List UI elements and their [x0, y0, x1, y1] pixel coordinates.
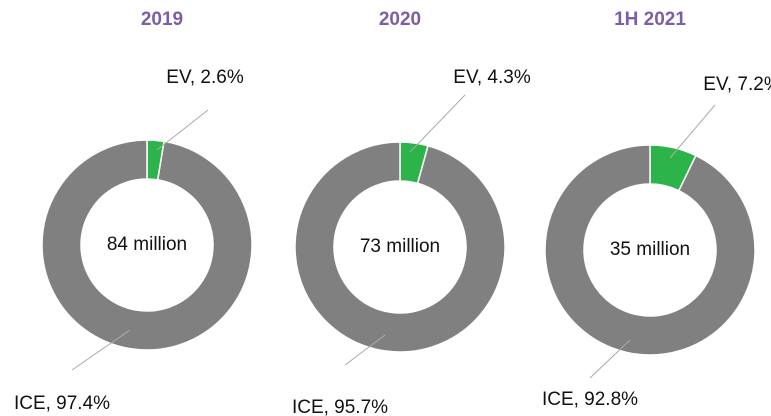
donut-slice	[544, 144, 756, 356]
center-label: 35 million	[610, 239, 690, 260]
data-label: EV, 4.3%	[453, 67, 531, 88]
leader-line	[71, 329, 131, 371]
leader-line	[409, 94, 466, 153]
chart-title: 2019	[141, 9, 183, 30]
leader-line	[344, 334, 386, 366]
leader-line	[156, 109, 209, 151]
leader-line	[669, 104, 716, 159]
donut-slice	[294, 141, 506, 353]
data-label: ICE, 95.7%	[292, 397, 388, 416]
center-label: 73 million	[360, 236, 440, 257]
data-label: EV, 7.2%	[703, 74, 771, 95]
leader-line	[589, 339, 631, 379]
center-label: 84 million	[107, 234, 187, 255]
chart-title: 1H 2021	[614, 9, 686, 30]
donut-slice	[41, 139, 253, 351]
chart-title: 2020	[379, 9, 421, 30]
data-label: ICE, 97.4%	[14, 393, 110, 414]
data-label: EV, 2.6%	[166, 67, 244, 88]
data-label: ICE, 92.8%	[542, 389, 638, 410]
